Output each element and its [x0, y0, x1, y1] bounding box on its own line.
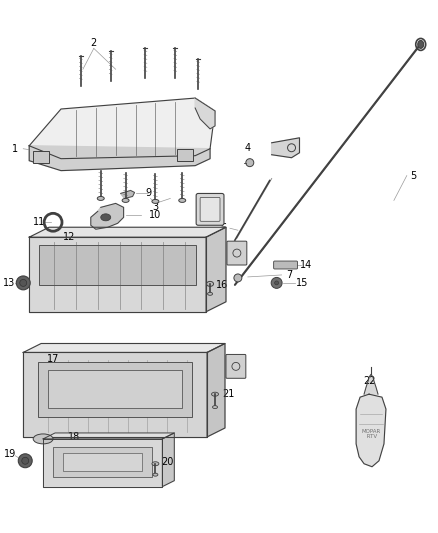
Text: 11: 11 — [33, 217, 45, 227]
Ellipse shape — [33, 434, 53, 444]
Polygon shape — [356, 394, 386, 467]
Bar — [63, 453, 142, 471]
Text: 15: 15 — [296, 278, 309, 288]
Polygon shape — [91, 204, 124, 229]
Text: 2: 2 — [91, 38, 97, 49]
Ellipse shape — [212, 406, 218, 409]
Text: 8: 8 — [205, 204, 211, 214]
Text: 13: 13 — [3, 278, 15, 288]
Text: 4: 4 — [245, 143, 251, 153]
Ellipse shape — [153, 473, 158, 476]
FancyBboxPatch shape — [274, 261, 297, 269]
Bar — [48, 370, 182, 408]
Text: 21: 21 — [222, 389, 234, 399]
Text: 9: 9 — [145, 189, 152, 198]
Text: 18: 18 — [68, 432, 80, 442]
Polygon shape — [23, 343, 225, 352]
FancyBboxPatch shape — [200, 197, 220, 221]
Text: MOPAR
 RTV: MOPAR RTV — [361, 429, 381, 439]
Text: 22: 22 — [363, 376, 375, 386]
Ellipse shape — [152, 199, 159, 204]
Text: 14: 14 — [300, 260, 313, 270]
Ellipse shape — [152, 462, 159, 466]
Text: 20: 20 — [161, 457, 173, 467]
Ellipse shape — [208, 292, 212, 295]
Text: 16: 16 — [216, 280, 228, 290]
Polygon shape — [120, 190, 134, 198]
FancyBboxPatch shape — [196, 193, 224, 225]
Circle shape — [271, 278, 282, 288]
Text: 1: 1 — [12, 144, 18, 154]
Polygon shape — [43, 433, 174, 439]
FancyBboxPatch shape — [227, 241, 247, 265]
Polygon shape — [29, 98, 215, 159]
Circle shape — [20, 279, 27, 286]
Ellipse shape — [207, 281, 214, 286]
Polygon shape — [272, 138, 300, 158]
Polygon shape — [29, 227, 226, 237]
Circle shape — [22, 457, 29, 464]
Ellipse shape — [122, 198, 129, 203]
Ellipse shape — [97, 197, 104, 200]
Text: 17: 17 — [47, 354, 59, 365]
Text: 12: 12 — [63, 232, 75, 242]
Text: 10: 10 — [149, 211, 162, 220]
Polygon shape — [207, 343, 225, 437]
Polygon shape — [162, 433, 174, 487]
Bar — [177, 149, 193, 160]
Circle shape — [234, 274, 242, 282]
Polygon shape — [23, 352, 207, 437]
Text: 6: 6 — [220, 223, 226, 233]
Bar — [39, 245, 196, 285]
Bar — [33, 151, 49, 163]
Ellipse shape — [179, 198, 186, 203]
Text: 5: 5 — [411, 171, 417, 181]
Polygon shape — [364, 374, 378, 394]
Ellipse shape — [101, 214, 111, 221]
Circle shape — [18, 454, 32, 468]
Polygon shape — [43, 439, 162, 487]
Polygon shape — [195, 98, 215, 129]
Text: 19: 19 — [4, 449, 17, 459]
Polygon shape — [206, 227, 226, 312]
Text: 3: 3 — [152, 203, 159, 212]
Polygon shape — [29, 146, 210, 171]
Ellipse shape — [212, 392, 219, 396]
Bar — [53, 447, 152, 477]
Polygon shape — [29, 237, 206, 312]
Ellipse shape — [418, 41, 424, 49]
Bar — [38, 362, 192, 417]
FancyBboxPatch shape — [226, 354, 246, 378]
Text: 7: 7 — [286, 270, 293, 280]
Circle shape — [275, 281, 279, 285]
Circle shape — [246, 159, 254, 167]
Circle shape — [16, 276, 30, 290]
